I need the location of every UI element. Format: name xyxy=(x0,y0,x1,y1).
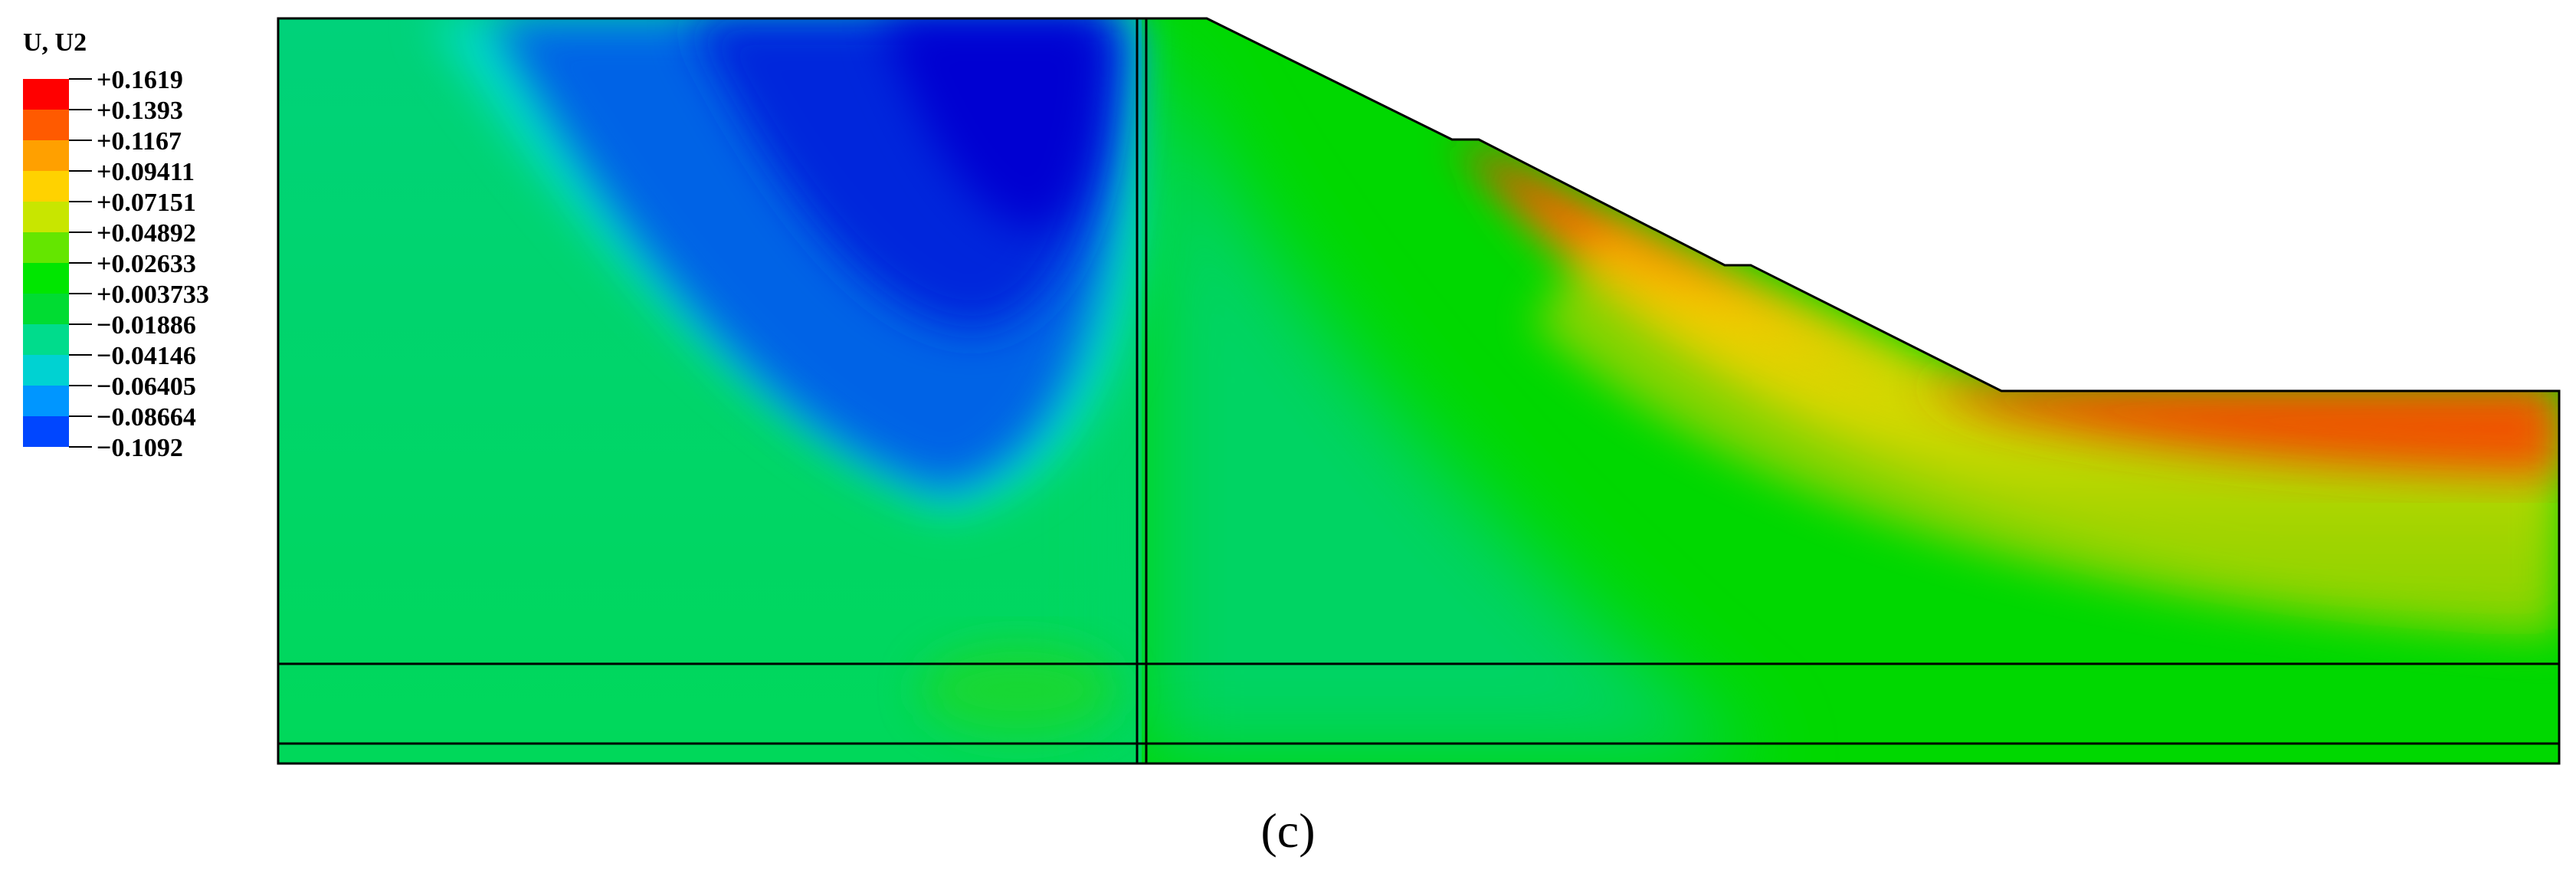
legend-swatches xyxy=(23,79,69,447)
legend-swatch xyxy=(23,110,69,140)
legend-value: +0.003733 xyxy=(97,281,209,309)
legend-value: +0.1167 xyxy=(97,127,182,156)
legend-swatch xyxy=(23,202,69,232)
legend-value: +0.1619 xyxy=(97,66,183,94)
figure-caption: (c) xyxy=(1260,803,1315,858)
color-legend: U, U2 +0.1619 +0.1393+0.1167+0.09411 +0.07… xyxy=(23,28,209,462)
legend-value: −0.08664 xyxy=(97,403,196,432)
legend-swatch xyxy=(23,232,69,263)
legend-value: −0.01886 xyxy=(97,311,196,340)
legend-swatch xyxy=(23,386,69,416)
legend-labels: +0.1619+0.1393+0.1167+0.09411+0.07151+0.… xyxy=(69,66,209,462)
legend-swatch xyxy=(23,294,69,324)
legend-value: −0.04146 xyxy=(97,342,196,370)
legend-swatch xyxy=(23,171,69,202)
legend-swatch xyxy=(23,416,69,447)
legend-value: −0.06405 xyxy=(97,373,196,401)
legend-value: +0.1393 xyxy=(97,97,183,125)
legend-title: U, U2 xyxy=(23,28,87,57)
legend-value: +0.09411 xyxy=(97,158,195,186)
legend-value: +0.02633 xyxy=(97,250,196,278)
legend-swatch xyxy=(23,79,69,110)
domain-outline xyxy=(277,17,2561,765)
legend-swatch xyxy=(23,355,69,386)
legend-value: +0.07151 xyxy=(97,189,196,217)
legend-swatch xyxy=(23,140,69,171)
legend-swatch xyxy=(23,263,69,294)
legend-value: +0.04892 xyxy=(97,219,196,248)
legend-swatch xyxy=(23,324,69,355)
legend-value: −0.1092 xyxy=(97,434,183,462)
